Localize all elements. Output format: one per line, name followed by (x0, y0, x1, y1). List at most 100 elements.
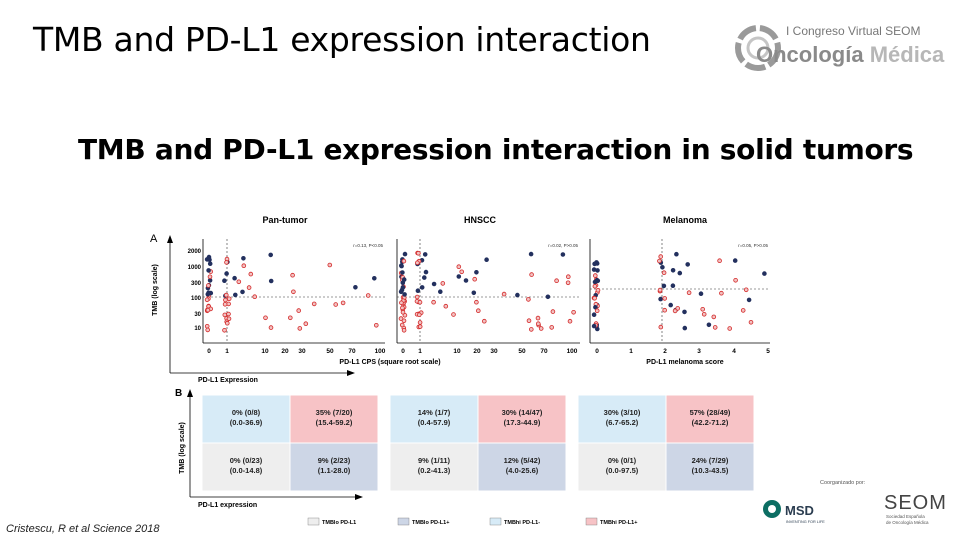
scatter-point (727, 326, 732, 331)
x-tick-label: 70 (540, 348, 548, 355)
scatter-point (222, 312, 228, 318)
scatter-point (746, 297, 752, 303)
x-axis-label-score: PD-L1 melanoma score (646, 359, 724, 366)
grid-cell-ci: (15.4-59.2) (316, 418, 353, 427)
scatter-point (528, 327, 534, 332)
grid-cell-value: 0% (0/8) (232, 408, 261, 417)
scatter-point (550, 309, 556, 314)
scatter-point (685, 262, 690, 267)
scatter-point (456, 264, 462, 269)
scatter-point (297, 326, 303, 331)
scatter-point (226, 296, 232, 302)
scatter-point (463, 278, 469, 283)
scatter-point (400, 285, 406, 290)
scatter-point (402, 292, 407, 297)
scatter-point (399, 300, 404, 305)
scatter-point (474, 299, 479, 305)
slide-subtitle: TMB and PD-L1 expression interaction in … (78, 133, 914, 166)
scatter-point (222, 328, 227, 333)
msd-logo-icon-inner (768, 505, 776, 513)
x-tick-label: 50 (326, 348, 334, 355)
scatter-point (712, 325, 718, 330)
scatter-point (415, 288, 421, 293)
scatter-point (595, 268, 600, 273)
scatter-point (594, 308, 600, 313)
scatter-point (677, 270, 683, 276)
scatter-point (526, 318, 532, 323)
scatter-point (658, 324, 664, 330)
scatter-point (401, 277, 407, 282)
x-tick-label: 0 (595, 348, 599, 355)
y-tick-label: 2000 (188, 249, 202, 255)
scatter-point (686, 290, 692, 295)
scatter-point (226, 316, 232, 322)
scatter-point (311, 301, 317, 307)
scatter-point (232, 275, 237, 281)
grid-cell-ci: (0.0-14.8) (230, 466, 263, 475)
scatter-point (743, 287, 749, 293)
scatter-point (475, 308, 481, 313)
scatter-point (223, 297, 228, 303)
scatter-point (327, 262, 333, 268)
scatter-point (554, 278, 559, 283)
x-tick-label: 3 (697, 348, 701, 355)
scatter-point (204, 297, 210, 303)
grid-cell-value: 9% (2/23) (318, 456, 351, 465)
scatter-point (225, 320, 230, 326)
legend-swatch (397, 517, 410, 526)
scatter-point (501, 291, 507, 297)
scatter-point (535, 321, 541, 326)
grid-cell-ci: (0.0-97.5) (606, 466, 639, 475)
x-tick-label: 1 (418, 348, 422, 355)
scatter-point (545, 294, 551, 300)
scatter-point (296, 308, 302, 313)
y-axis-arrowhead (167, 235, 173, 243)
correlation-stat: r=0.05, P>0.05 (738, 243, 768, 248)
scatter-point (535, 315, 541, 321)
scatter-point (241, 263, 247, 268)
scatter-point (207, 261, 213, 266)
grid-cell (289, 394, 379, 444)
grid-cell-value: 57% (28/49) (690, 408, 731, 417)
scatter-point (592, 273, 598, 278)
scatter-point (668, 302, 673, 308)
scatter-point (658, 296, 663, 302)
scatter-point (365, 293, 371, 298)
scatter-point (268, 325, 274, 330)
subplot-title: HNSCC (464, 215, 497, 225)
scatter-point (592, 261, 597, 267)
scatter-point (252, 294, 257, 299)
organized-by-label: Coorganizado por: (820, 480, 866, 486)
scatter-point (206, 283, 211, 288)
scatter-point (706, 322, 712, 328)
grid-cell-ci: (4.0-25.6) (506, 466, 539, 475)
scatter-point (236, 279, 242, 285)
scatter-point (682, 309, 687, 315)
grid-cell-ci: (42.2-71.2) (692, 418, 729, 427)
msd-name: MSD (785, 503, 814, 518)
scatter-point (481, 318, 487, 324)
x-tick-label: 50 (518, 348, 526, 355)
logo-wordmark: Oncología Médica (756, 42, 944, 68)
scatter-point (674, 251, 679, 257)
scatter-point (398, 316, 404, 321)
grid-cell (389, 394, 479, 444)
grid-cell-ci: (6.7-65.2) (606, 418, 639, 427)
scatter-point (593, 305, 598, 310)
scatter-point (416, 312, 422, 317)
scatter-point (263, 315, 268, 321)
scatter-point (670, 268, 676, 273)
scatter-point (451, 312, 456, 317)
grid-cell-ci: (10.3-43.5) (692, 466, 729, 475)
scatter-point (591, 312, 597, 317)
grid-cell-ci: (1.1-28.0) (318, 466, 351, 475)
y-tick-label: 30 (194, 312, 201, 318)
scatter-point (670, 283, 676, 288)
grid-x-axis-label: PD-L1 expression (198, 502, 257, 509)
grid-cell (577, 394, 667, 444)
scatter-point (571, 310, 576, 315)
scatter-point (224, 292, 229, 298)
legend-label: TMBlo PD-L1+ (412, 520, 449, 526)
scatter-point (423, 269, 429, 275)
scatter-point (414, 294, 420, 300)
